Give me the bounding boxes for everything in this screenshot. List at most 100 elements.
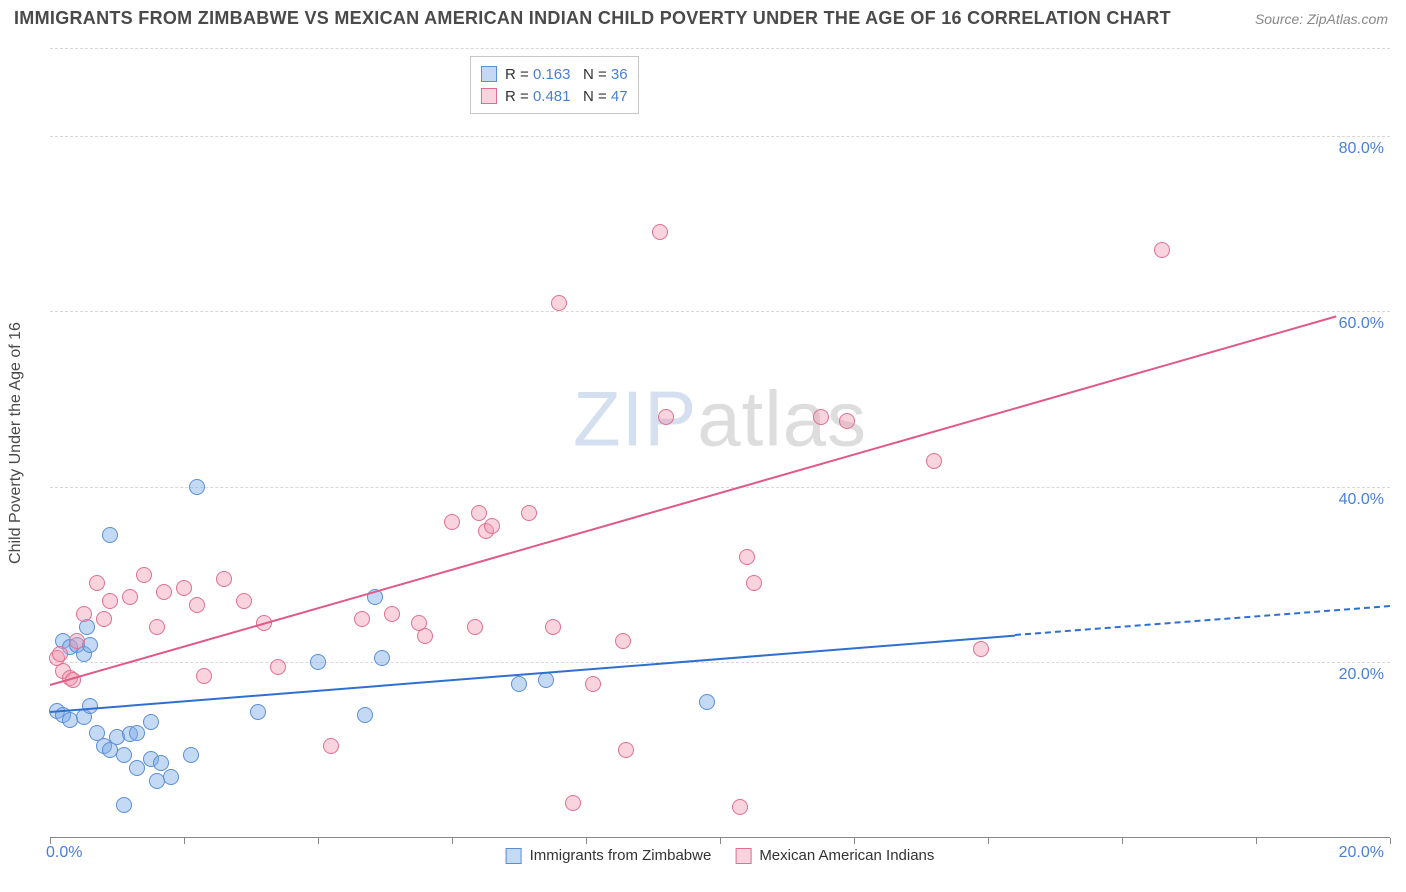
gridline	[50, 136, 1390, 137]
scatter-point	[96, 611, 112, 627]
scatter-point	[89, 575, 105, 591]
scatter-point	[89, 725, 105, 741]
scatter-point	[813, 409, 829, 425]
scatter-point	[270, 659, 286, 675]
legend-row: R = 0.163 N = 36	[481, 63, 628, 85]
trend-line	[1015, 605, 1390, 636]
scatter-point	[746, 575, 762, 591]
scatter-point	[52, 646, 68, 662]
gridline	[50, 662, 1390, 663]
scatter-point	[102, 527, 118, 543]
scatter-point	[926, 453, 942, 469]
scatter-point	[189, 597, 205, 613]
scatter-point	[323, 738, 339, 754]
scatter-point	[471, 505, 487, 521]
title-bar: IMMIGRANTS FROM ZIMBABWE VS MEXICAN AMER…	[0, 0, 1406, 35]
scatter-point	[411, 615, 427, 631]
scatter-point	[76, 606, 92, 622]
scatter-point	[658, 409, 674, 425]
scatter-point	[839, 413, 855, 429]
scatter-point	[183, 747, 199, 763]
scatter-point	[196, 668, 212, 684]
legend-swatch	[506, 848, 522, 864]
scatter-point	[354, 611, 370, 627]
scatter-point	[216, 571, 232, 587]
correlation-legend: R = 0.163 N = 36 R = 0.481 N = 47	[470, 56, 639, 114]
scatter-point	[69, 633, 85, 649]
y-axis-label: Child Poverty Under the Age of 16	[7, 322, 25, 564]
source-label: Source: ZipAtlas.com	[1255, 11, 1388, 27]
scatter-point	[122, 589, 138, 605]
legend-swatch	[481, 66, 497, 82]
legend-swatch	[481, 88, 497, 104]
y-tick-label: 40.0%	[1339, 491, 1384, 509]
scatter-point	[739, 549, 755, 565]
scatter-point	[551, 295, 567, 311]
scatter-point	[538, 672, 554, 688]
gridline	[50, 48, 1390, 49]
scatter-point	[511, 676, 527, 692]
legend-stats: R = 0.163 N = 36	[505, 66, 628, 83]
x-tick	[720, 838, 721, 844]
gridline	[50, 487, 1390, 488]
scatter-point	[116, 747, 132, 763]
scatter-point	[1154, 242, 1170, 258]
scatter-point	[176, 580, 192, 596]
x-tick	[318, 838, 319, 844]
x-tick	[854, 838, 855, 844]
scatter-point	[652, 224, 668, 240]
correlation-scatter-chart: Child Poverty Under the Age of 16 ZIPatl…	[50, 48, 1390, 838]
x-tick	[1256, 838, 1257, 844]
scatter-point	[357, 707, 373, 723]
scatter-point	[521, 505, 537, 521]
scatter-point	[136, 567, 152, 583]
scatter-point	[484, 518, 500, 534]
scatter-point	[310, 654, 326, 670]
y-tick-label: 80.0%	[1339, 140, 1384, 158]
scatter-point	[545, 619, 561, 635]
x-tick-label: 20.0%	[1339, 844, 1384, 862]
legend-swatch	[735, 848, 751, 864]
scatter-point	[384, 606, 400, 622]
chart-title: IMMIGRANTS FROM ZIMBABWE VS MEXICAN AMER…	[14, 8, 1171, 29]
scatter-point	[615, 633, 631, 649]
scatter-point	[973, 641, 989, 657]
legend-row: R = 0.481 N = 47	[481, 85, 628, 107]
x-tick-label: 0.0%	[46, 844, 82, 862]
scatter-point	[699, 694, 715, 710]
scatter-point	[732, 799, 748, 815]
trend-line	[50, 634, 1015, 712]
scatter-point	[467, 619, 483, 635]
scatter-point	[143, 714, 159, 730]
x-tick	[452, 838, 453, 844]
gridline	[50, 311, 1390, 312]
legend-stats: R = 0.481 N = 47	[505, 88, 628, 105]
scatter-point	[618, 742, 634, 758]
x-tick	[1122, 838, 1123, 844]
scatter-point	[149, 619, 165, 635]
legend-label: Immigrants from Zimbabwe	[530, 847, 712, 864]
x-tick	[1390, 838, 1391, 844]
scatter-point	[444, 514, 460, 530]
legend-label: Mexican American Indians	[759, 847, 934, 864]
legend-item: Mexican American Indians	[735, 847, 934, 864]
scatter-point	[102, 593, 118, 609]
scatter-point	[374, 650, 390, 666]
scatter-point	[585, 676, 601, 692]
series-legend: Immigrants from Zimbabwe Mexican American…	[506, 847, 935, 864]
scatter-point	[565, 795, 581, 811]
y-tick-label: 20.0%	[1339, 666, 1384, 684]
trend-line	[50, 316, 1337, 687]
scatter-point	[156, 584, 172, 600]
scatter-point	[250, 704, 266, 720]
y-tick-label: 60.0%	[1339, 315, 1384, 333]
scatter-point	[116, 797, 132, 813]
x-tick	[586, 838, 587, 844]
x-tick	[184, 838, 185, 844]
scatter-point	[236, 593, 252, 609]
scatter-point	[163, 769, 179, 785]
legend-item: Immigrants from Zimbabwe	[506, 847, 712, 864]
scatter-point	[189, 479, 205, 495]
x-tick	[988, 838, 989, 844]
scatter-point	[129, 725, 145, 741]
